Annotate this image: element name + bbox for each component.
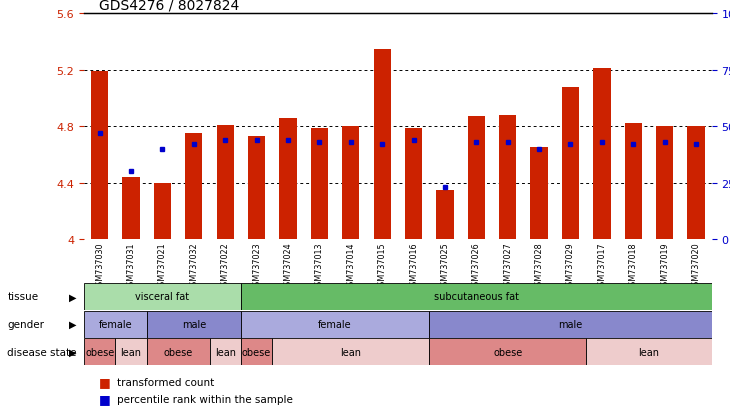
Bar [154, 183, 171, 240]
Text: lean: lean [120, 347, 142, 357]
Bar [147, 311, 241, 338]
Text: GSM737013: GSM737013 [315, 242, 324, 290]
Text: GSM737021: GSM737021 [158, 242, 167, 290]
Bar [405, 128, 422, 240]
Text: male: male [182, 319, 206, 330]
Bar [468, 117, 485, 240]
Text: GSM737032: GSM737032 [189, 242, 199, 290]
Bar [280, 119, 296, 240]
Text: obese: obese [242, 347, 272, 357]
Text: percentile rank within the sample: percentile rank within the sample [117, 394, 293, 404]
Text: GDS4276 / 8027824: GDS4276 / 8027824 [99, 0, 239, 12]
Text: GSM737025: GSM737025 [440, 242, 450, 290]
Text: female: female [318, 319, 352, 330]
Text: ■: ■ [99, 375, 115, 389]
Text: lean: lean [340, 347, 361, 357]
Text: ▶: ▶ [69, 292, 77, 302]
Bar [123, 178, 139, 240]
Text: GSM737031: GSM737031 [126, 242, 136, 290]
Bar [586, 339, 712, 366]
Text: obese: obese [85, 347, 115, 357]
Bar [91, 72, 108, 240]
Text: transformed count: transformed count [117, 377, 214, 387]
Text: gender: gender [7, 319, 45, 330]
Text: subcutaneous fat: subcutaneous fat [434, 292, 519, 302]
Bar [84, 339, 115, 366]
Text: male: male [558, 319, 583, 330]
Text: GSM737028: GSM737028 [534, 242, 544, 290]
Text: disease state: disease state [7, 347, 77, 357]
Text: GSM737029: GSM737029 [566, 242, 575, 290]
Bar [531, 148, 548, 240]
Text: GSM737026: GSM737026 [472, 242, 481, 290]
Text: tissue: tissue [7, 292, 39, 302]
Bar [593, 69, 610, 240]
Bar [272, 339, 429, 366]
Text: GSM737024: GSM737024 [283, 242, 293, 290]
Text: GSM737027: GSM737027 [503, 242, 512, 290]
Bar [241, 311, 429, 338]
Bar [185, 134, 202, 240]
Bar [217, 126, 234, 240]
Bar [562, 88, 579, 240]
Text: GSM737019: GSM737019 [660, 242, 669, 290]
Text: obese: obese [164, 347, 193, 357]
Text: GSM737014: GSM737014 [346, 242, 356, 290]
Text: GSM737023: GSM737023 [252, 242, 261, 290]
Bar [210, 339, 241, 366]
Text: lean: lean [639, 347, 659, 357]
Bar [342, 127, 359, 240]
Text: GSM737016: GSM737016 [409, 242, 418, 290]
Bar [147, 339, 210, 366]
Bar [656, 127, 673, 240]
Bar [429, 311, 712, 338]
Text: lean: lean [215, 347, 236, 357]
Text: obese: obese [493, 347, 523, 357]
Text: GSM737015: GSM737015 [377, 242, 387, 290]
Text: GSM737017: GSM737017 [597, 242, 607, 290]
Text: ▶: ▶ [69, 319, 77, 330]
Bar [429, 339, 586, 366]
Text: visceral fat: visceral fat [135, 292, 190, 302]
Text: female: female [99, 319, 132, 330]
Bar [625, 124, 642, 240]
Bar [688, 127, 704, 240]
Bar [241, 283, 712, 310]
Bar [84, 283, 241, 310]
Bar [499, 116, 516, 240]
Bar [241, 339, 272, 366]
Bar [437, 190, 453, 240]
Text: GSM737020: GSM737020 [691, 242, 701, 290]
Bar [311, 128, 328, 240]
Text: GSM737022: GSM737022 [220, 242, 230, 290]
Text: GSM737030: GSM737030 [95, 242, 104, 290]
Text: ▶: ▶ [69, 347, 77, 357]
Bar [248, 137, 265, 240]
Bar [115, 339, 147, 366]
Text: GSM737018: GSM737018 [629, 242, 638, 290]
Text: ■: ■ [99, 392, 115, 405]
Bar [374, 50, 391, 240]
Bar [84, 311, 147, 338]
